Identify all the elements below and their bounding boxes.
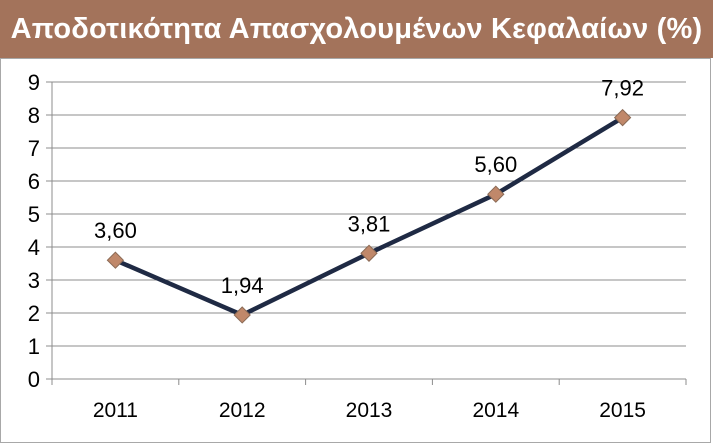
y-tick-label: 3 [28, 268, 40, 293]
plot-box [0, 58, 711, 443]
data-point-marker [487, 185, 505, 203]
data-point-marker [360, 244, 378, 262]
data-labels: 3,60 1,94 3,81 5,60 7,92 [94, 76, 644, 298]
data-label: 3,81 [348, 211, 391, 236]
x-tick-label: 2014 [472, 399, 519, 422]
data-point-marker [613, 108, 632, 127]
y-tick-label: 0 [28, 367, 40, 392]
x-tick-label: 2011 [93, 399, 138, 422]
y-tick-label: 8 [28, 103, 40, 128]
data-point-marker [106, 251, 125, 269]
x-tick-label: 2012 [219, 399, 266, 422]
y-tick-label: 5 [28, 202, 40, 227]
data-label: 3,60 [94, 218, 137, 243]
x-tick-label: 2013 [346, 399, 393, 422]
y-tick-label: 4 [28, 235, 40, 260]
gridlines [52, 81, 686, 347]
data-markers [106, 108, 632, 324]
y-tick-label: 6 [28, 169, 40, 194]
y-tick-label: 1 [28, 334, 40, 359]
y-tick-label: 7 [28, 136, 40, 161]
x-tick-label: 2015 [599, 399, 646, 422]
data-point-marker [233, 306, 251, 324]
axes [46, 81, 687, 385]
y-tick-label: 2 [28, 301, 40, 326]
title-bar: Αποδοτικότητα Απασχολουμένων Κεφαλαίων (… [0, 0, 713, 58]
data-label: 5,60 [474, 152, 517, 177]
data-label: 1,94 [221, 273, 264, 298]
x-tick-labels: 2011 2012 2013 2014 2015 [93, 399, 646, 422]
chart-title: Αποδοτικότητα Απασχολουμένων Κεφαλαίων (… [10, 12, 703, 45]
y-tick-label: 9 [28, 70, 40, 95]
data-label: 7,92 [601, 76, 644, 101]
y-tick-labels: 0 1 2 3 4 5 6 7 8 9 [28, 70, 40, 392]
